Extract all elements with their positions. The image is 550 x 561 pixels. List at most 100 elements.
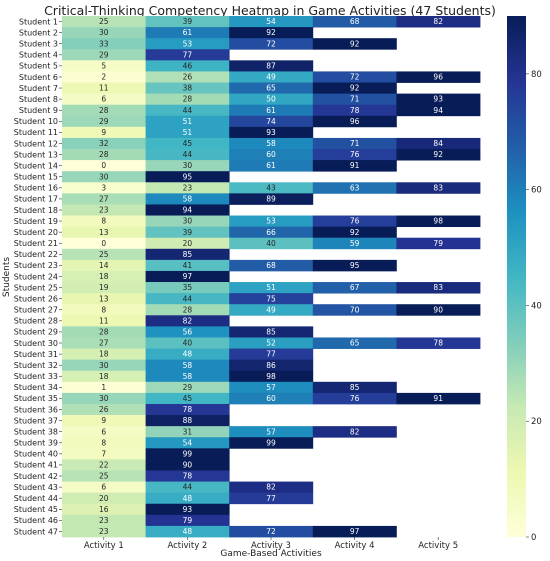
heatmap-cell (145, 93, 230, 106)
heatmap-cell (62, 60, 146, 72)
cell-value-label: 90 (183, 461, 193, 470)
heatmap-cell (396, 282, 481, 294)
heatmap-cell (62, 370, 146, 383)
heatmap-cell (229, 215, 314, 228)
heatmap-cell (229, 293, 314, 305)
heatmap-cell (145, 304, 230, 316)
heatmap-cell (145, 237, 230, 250)
y-tick-label: Student 36 (14, 405, 58, 414)
heatmap-cell (145, 82, 230, 94)
cell-value-label: 92 (433, 150, 443, 159)
cell-value-label: 92 (350, 228, 360, 237)
heatmap-cell (229, 137, 314, 150)
heatmap-cell (62, 160, 146, 172)
cell-value-label: 95 (183, 172, 193, 181)
heatmap-cell (396, 304, 481, 316)
cell-value-label: 9 (101, 416, 106, 425)
heatmap-cell (62, 282, 146, 294)
cell-value-label: 22 (99, 461, 109, 470)
cell-value-label: 51 (183, 117, 193, 126)
heatmap-cell (62, 381, 146, 394)
cell-value-label: 25 (99, 17, 109, 26)
cell-value-label: 60 (266, 394, 276, 403)
heatmap-cell (312, 259, 397, 272)
heatmap-cell (229, 149, 314, 161)
cell-value-label: 45 (183, 139, 193, 148)
heatmap-cell (62, 415, 146, 427)
y-tick-label: Student 45 (14, 505, 58, 514)
cell-value-label: 99 (266, 438, 276, 447)
cell-value-label: 63 (350, 183, 360, 192)
y-tick-label: Student 15 (14, 173, 58, 182)
y-tick-labels: Student 1 Student 2 Student 3 Student 4 Stud… (14, 17, 62, 536)
x-tick-label: Activity 1 (84, 541, 124, 551)
heatmap-cell (145, 426, 230, 438)
y-tick-label: Student 17 (14, 195, 58, 204)
cell-value-label: 28 (99, 150, 109, 159)
cell-value-label: 51 (266, 283, 276, 292)
y-tick-label: Student 46 (14, 516, 58, 525)
cell-value-label: 78 (350, 106, 360, 115)
y-tick-label: Student 24 (14, 272, 58, 281)
heatmap-cell (145, 448, 230, 460)
heatmap-cell (312, 82, 397, 94)
colorbar (507, 16, 526, 537)
cell-value-label: 86 (266, 361, 276, 370)
heatmap-cell (145, 204, 230, 216)
cell-value-label: 14 (99, 261, 109, 270)
cell-value-label: 54 (183, 438, 193, 447)
heatmap-cell (312, 160, 397, 172)
heatmap-cell (312, 182, 397, 194)
heatmap-cell (62, 270, 146, 283)
y-tick-label: Student 16 (14, 184, 58, 193)
cell-value-label: 61 (266, 106, 276, 115)
x-axis-label: Game-Based Activities (220, 549, 322, 559)
cell-value-label: 41 (183, 261, 193, 270)
cell-value-label: 13 (99, 228, 109, 237)
cell-value-label: 93 (183, 505, 193, 514)
cell-value-label: 77 (266, 350, 276, 359)
cell-value-label: 8 (101, 217, 106, 226)
cell-value-label: 18 (99, 272, 109, 281)
heatmap-cell (312, 38, 397, 50)
cell-value-label: 53 (183, 39, 193, 48)
y-tick-label: Student 32 (14, 361, 58, 370)
heatmap-cell (62, 137, 146, 150)
y-tick-label: Student 13 (14, 150, 58, 159)
heatmap-cell (229, 237, 314, 250)
cell-value-label: 82 (183, 316, 193, 325)
heatmap-cell (62, 470, 146, 482)
heatmap-cell (229, 481, 314, 494)
y-tick-label: Student 20 (14, 228, 58, 237)
cell-value-label: 92 (350, 39, 360, 48)
cell-value-label: 88 (183, 416, 193, 425)
cell-value-label: 71 (350, 139, 360, 148)
heatmap-cell (62, 226, 146, 239)
heatmap-cell (62, 38, 146, 50)
heatmap-cell (312, 149, 397, 161)
heatmap-cell (62, 82, 146, 94)
y-tick-label: Student 12 (14, 139, 58, 148)
y-axis-label: Students (2, 257, 12, 297)
heatmap-cell (312, 392, 397, 405)
cell-value-label: 16 (99, 505, 109, 514)
cell-value-label: 52 (266, 339, 276, 348)
heatmap-cell (312, 237, 397, 250)
cell-value-label: 30 (183, 217, 193, 226)
cell-value-label: 78 (183, 405, 193, 414)
heatmap-cell (396, 71, 481, 83)
x-tick-label: Activity 4 (335, 541, 375, 551)
cell-value-label: 57 (266, 383, 276, 392)
heatmap-cell (145, 137, 230, 150)
heatmap-cell (229, 437, 314, 449)
cell-value-label: 23 (99, 206, 109, 215)
cell-value-label: 78 (183, 472, 193, 481)
cell-value-label: 18 (99, 372, 109, 381)
cell-value-label: 23 (183, 183, 193, 192)
cell-value-label: 97 (350, 527, 360, 536)
cell-value-label: 18 (99, 350, 109, 359)
cell-value-label: 32 (99, 139, 109, 148)
heatmap-cell (62, 392, 146, 405)
heatmap-cell (145, 415, 230, 427)
heatmap-cell (62, 459, 146, 471)
